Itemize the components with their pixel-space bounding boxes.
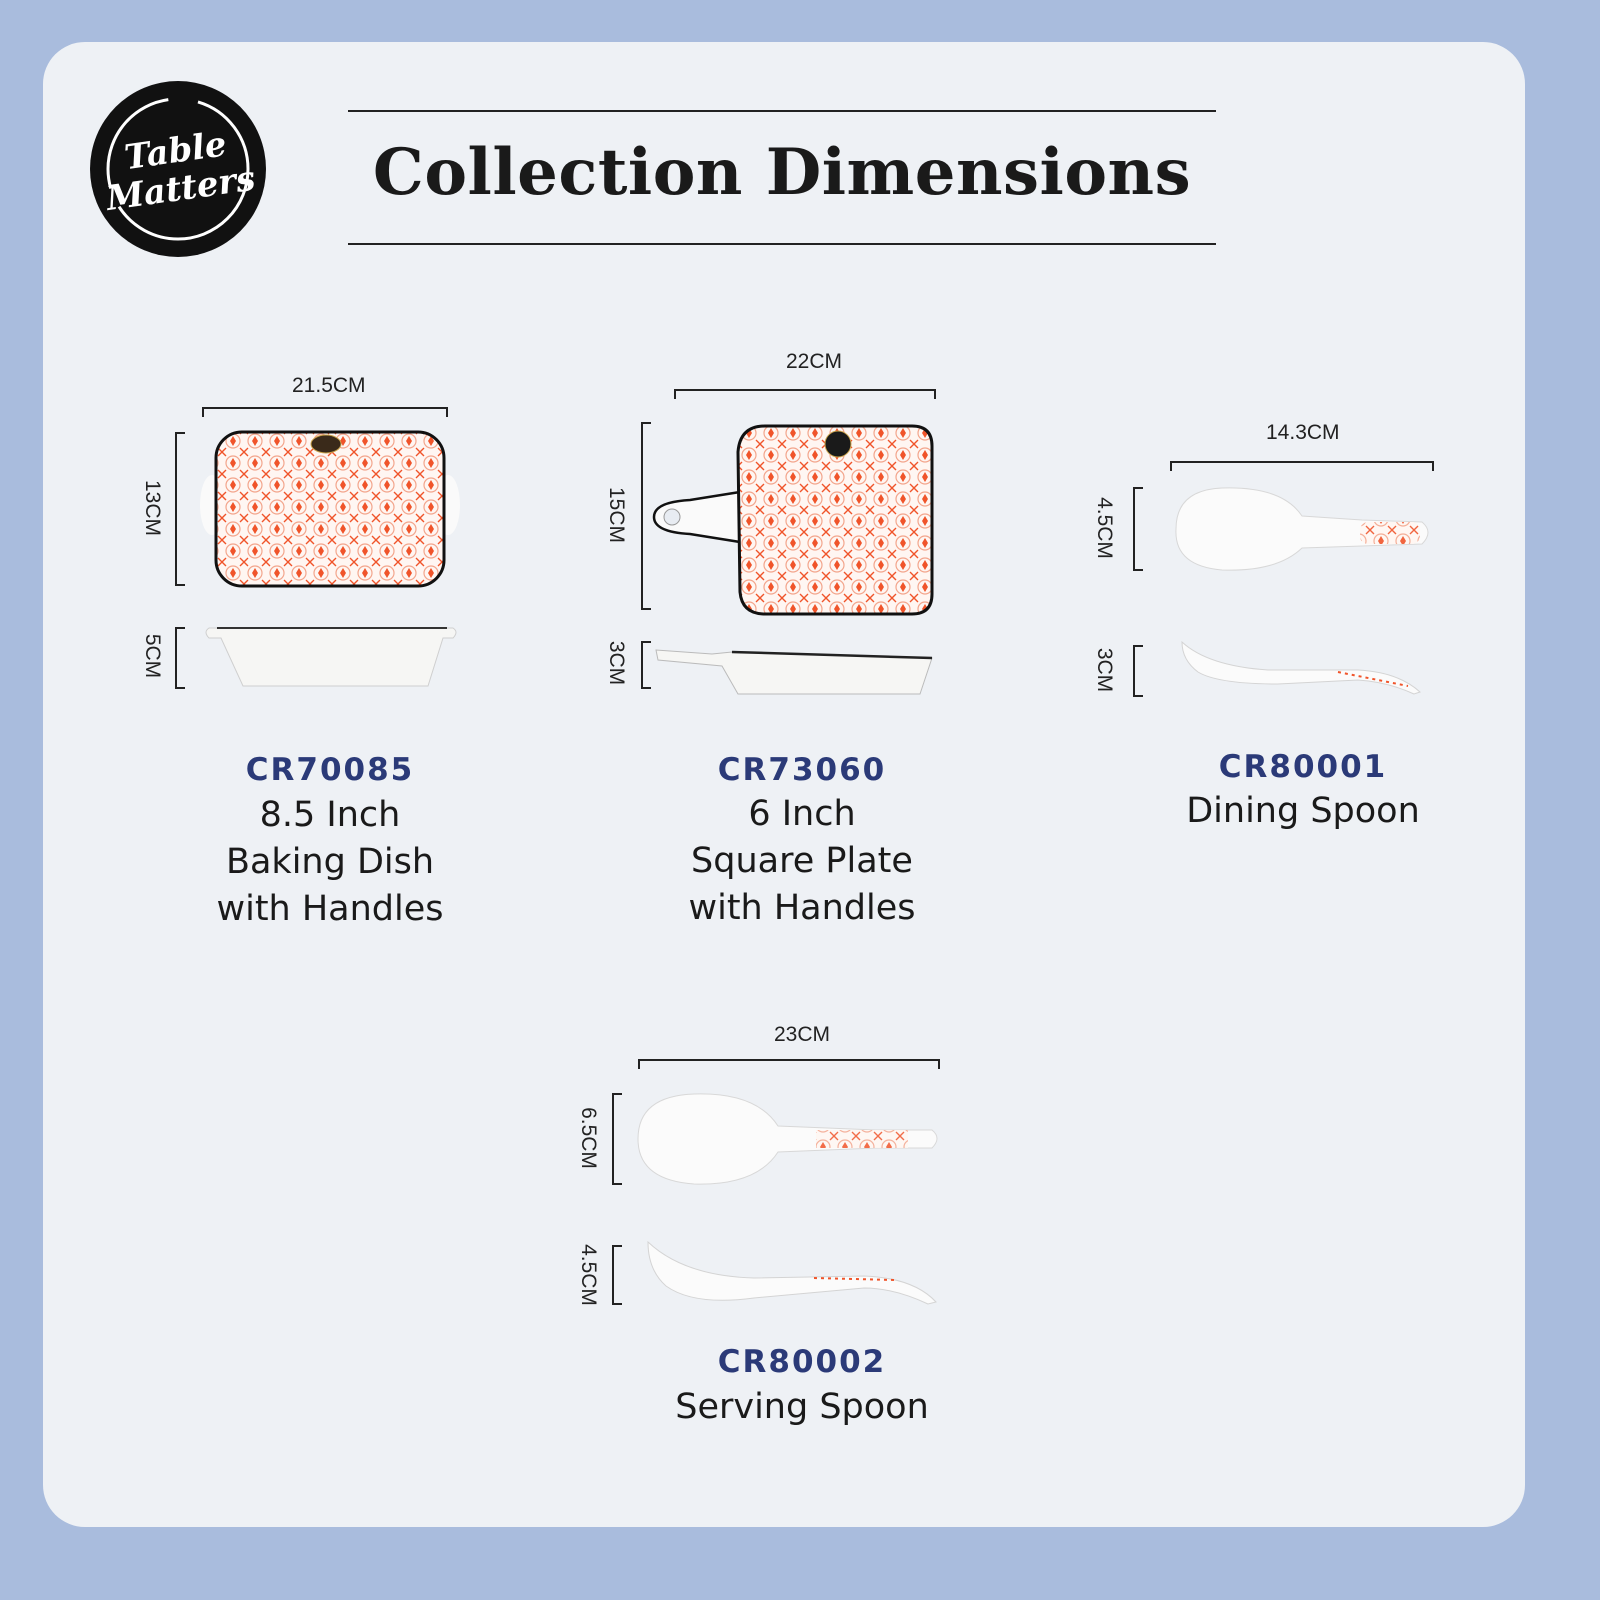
square-plate-top-image [652,424,934,616]
title-top-rule [348,110,1216,112]
dining-spoon-top-image [1175,487,1429,571]
name-line: Baking Dish [225,842,435,882]
brand-logo: Table Matters [89,80,267,258]
product-name: Serving Spoon [675,1384,929,1431]
square-plate-side-image [655,649,933,695]
name-line: Dining Spoon [1186,791,1420,831]
product-code: CR80002 [717,1344,887,1380]
height-label: 3CM [605,640,628,686]
length-label: 15CM [605,486,628,544]
width-label: 14.3CM [1266,421,1340,444]
width-bracket [674,389,936,399]
length-bracket [175,432,185,586]
baking-dish-side-image [205,627,457,687]
length-bracket [1133,487,1143,571]
product-code: CR70085 [245,752,415,788]
length-label: 4.5CM [1093,497,1116,559]
width-label: 21.5CM [292,374,366,397]
height-bracket [175,627,185,689]
product-code: CR73060 [717,752,887,788]
width-bracket [1170,461,1434,471]
width-bracket [638,1059,940,1069]
product-name: 8.5 Inch Baking Dish with Handles [216,792,443,933]
width-label: 23CM [774,1023,831,1046]
name-line: Square Plate [691,841,913,881]
title-bottom-rule [348,243,1216,245]
name-line: Serving Spoon [675,1387,929,1427]
name-line: with Handles [216,889,444,929]
length-label: 13CM [141,479,164,537]
height-bracket [1133,645,1143,697]
width-label: 22CM [786,350,843,373]
width-bracket [202,407,448,417]
product-name: 6 Inch Square Plate with Handles [688,791,915,932]
height-bracket [612,1245,622,1305]
height-bracket [641,641,651,689]
height-label: 4.5CM [577,1244,600,1306]
serving-spoon-side-image [647,1240,937,1305]
product-code: CR80001 [1218,749,1388,785]
name-line: 8.5 Inch [259,795,401,835]
length-label: 6.5CM [577,1107,600,1169]
height-label: 3CM [1093,647,1116,693]
length-bracket [641,422,651,610]
height-label: 5CM [141,633,164,679]
name-line: with Handles [688,888,916,928]
name-line: 6 Inch [748,794,856,834]
page-title: Collection Dimensions [372,135,1192,210]
serving-spoon-top-image [637,1093,938,1185]
length-bracket [612,1093,622,1185]
product-name: Dining Spoon [1186,788,1420,835]
baking-dish-top-image [200,430,460,588]
logo-badge-icon: Table Matters [90,81,266,257]
dining-spoon-side-image [1181,640,1421,695]
